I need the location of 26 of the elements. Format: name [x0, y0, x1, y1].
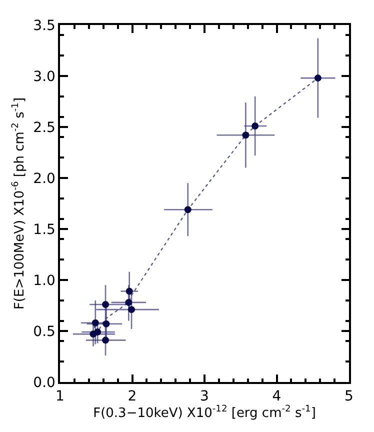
y-tick-label: 3.0	[33, 68, 56, 85]
point	[252, 122, 259, 130]
point	[125, 298, 132, 306]
point	[184, 206, 192, 214]
point	[128, 306, 136, 314]
x-tick-label: 4	[272, 388, 282, 405]
x-tick-label: 5	[344, 388, 354, 405]
point	[102, 336, 110, 344]
point	[126, 288, 133, 295]
y-tick-label: 2.0	[33, 170, 56, 187]
x-tick-label: 2	[128, 388, 137, 405]
point	[94, 328, 102, 336]
y-tick-label: 1.5	[33, 222, 56, 238]
x-tick-label: 1	[56, 388, 64, 405]
y-tick-label: 0.5	[33, 324, 56, 340]
point	[102, 300, 110, 308]
y-tick-label: 3.5	[33, 18, 56, 34]
point	[314, 74, 322, 82]
y-tick-label: 1.0	[33, 272, 56, 289]
x-tick-label: 3	[200, 388, 209, 405]
x-axis-title: F(0.3−10keV) X10$^{-12}$ [erg cm$^{-2}$ s$^{-1}$]	[93, 404, 316, 422]
y-tick-label: 0.0	[33, 374, 56, 391]
y-tick-label: 2.5	[33, 120, 56, 136]
point	[102, 320, 110, 328]
point	[92, 319, 99, 326]
point	[242, 132, 250, 139]
